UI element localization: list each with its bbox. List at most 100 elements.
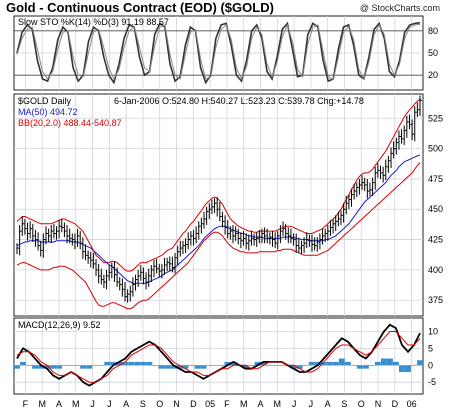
macd-hist-bar xyxy=(350,365,357,366)
macd-hist-bar xyxy=(14,365,20,369)
x-tick-label: M xyxy=(38,399,46,409)
macd-hist-bar xyxy=(320,361,327,366)
macd-hist-bar xyxy=(74,365,81,366)
macd-hist-bar xyxy=(164,365,171,369)
macd-hist-bar xyxy=(140,361,147,366)
price-title: $GOLD Daily xyxy=(18,96,72,106)
macd-hist-bar xyxy=(224,361,231,366)
sto-d-line xyxy=(16,23,421,81)
y-tick-label: 50 xyxy=(428,48,438,58)
x-tick-label: A xyxy=(123,399,129,409)
macd-hist-bar xyxy=(405,365,411,373)
macd-signal-line xyxy=(16,331,421,383)
x-tick-label: J xyxy=(107,399,112,409)
x-tick-label: 05 xyxy=(205,399,215,409)
macd-hist-bar xyxy=(158,365,165,369)
macd-hist-bar xyxy=(417,360,423,366)
bollinger-bands xyxy=(16,98,421,310)
y-tick-label: 500 xyxy=(428,144,443,154)
macd-hist-bar xyxy=(50,365,57,369)
macd-hist-bar xyxy=(272,365,279,366)
copyright-text: @ StockCharts.com xyxy=(359,3,440,13)
macd-hist-bar xyxy=(314,361,321,366)
macd-hist-bar xyxy=(254,361,261,366)
macd-hist-bar xyxy=(62,365,69,366)
sto-y-ticks: 20 50 80 xyxy=(428,26,438,80)
bollinger-legend: BB(20,2.0) 488.44-540.87 xyxy=(18,118,122,128)
macd-hist-bar xyxy=(56,365,63,369)
macd-hist-bar xyxy=(134,361,141,366)
macd-hist-bar xyxy=(206,365,213,366)
macd-hist-bar xyxy=(200,365,207,369)
y-tick-label: 450 xyxy=(428,204,443,214)
macd-hist-bar xyxy=(146,361,153,366)
x-tick-label: J xyxy=(90,399,95,409)
x-tick-label: M xyxy=(240,399,248,409)
macd-hist-bar xyxy=(278,365,285,366)
sto-panel: Slow STO %K(14) %D(3) 91.19 88.57 20 50 80 xyxy=(13,15,438,91)
macd-hist-bar xyxy=(38,365,45,369)
sto-title: Slow STO %K(14) %D(3) 91.19 88.57 xyxy=(18,17,169,27)
y-tick-label: 80 xyxy=(428,26,438,36)
macd-hist-bar xyxy=(116,361,123,366)
macd-hist-bar xyxy=(411,365,417,366)
macd-hist-bar xyxy=(80,365,87,369)
y-tick-label: 20 xyxy=(428,70,438,80)
macd-hist-bar xyxy=(26,365,32,366)
macd-hist-bar xyxy=(194,365,201,369)
bollinger-lower xyxy=(16,162,421,310)
y-tick-label: -5 xyxy=(428,377,436,387)
macd-hist-bar xyxy=(128,361,135,366)
macd-hist-bar xyxy=(344,361,351,366)
x-tick-label: N xyxy=(173,399,180,409)
macd-hist-bar xyxy=(368,365,375,366)
x-tick-label: J xyxy=(309,399,314,409)
macd-hist-bar xyxy=(170,365,177,369)
macd-hist-bar xyxy=(260,361,267,366)
x-tick-label: A xyxy=(56,399,62,409)
x-tick-label: F xyxy=(224,399,230,409)
x-tick-label: M xyxy=(72,399,80,409)
ma50-line xyxy=(16,154,421,284)
macd-hist-bar xyxy=(230,361,237,366)
price-info: 6-Jan-2006 O:524.80 H:540.27 L:523.23 C:… xyxy=(114,96,364,106)
ma50-legend: MA(50) 494.72 xyxy=(18,107,78,117)
macd-hist-bar xyxy=(392,361,399,366)
macd-panel: MACD(12,26,9) 9.52 -5 0 5 10 xyxy=(13,317,438,395)
macd-hist-bar xyxy=(92,365,99,366)
macd-hist-bar xyxy=(362,365,369,369)
x-tick-label: F xyxy=(23,399,29,409)
macd-hist-bar xyxy=(242,365,249,369)
y-tick-label: 525 xyxy=(428,113,443,123)
sto-k-line xyxy=(16,21,421,85)
y-tick-label: 375 xyxy=(428,295,443,305)
macd-hist-bar xyxy=(398,365,405,373)
macd-hist-bar xyxy=(98,365,105,366)
x-tick-label: D xyxy=(392,399,399,409)
ma50-polyline xyxy=(16,154,421,284)
macd-hist-bar xyxy=(218,365,225,366)
price-bars xyxy=(16,95,422,303)
x-tick-label: D xyxy=(190,399,197,409)
macd-histogram xyxy=(14,358,423,373)
macd-lines xyxy=(16,323,421,387)
macd-hist-bar xyxy=(338,358,345,366)
macd-hist-bar xyxy=(32,365,39,369)
macd-hist-bar xyxy=(266,365,273,366)
macd-hist-bar xyxy=(110,361,117,366)
x-tick-label: A xyxy=(325,399,331,409)
macd-hist-bar xyxy=(176,365,183,369)
macd-hist-bar xyxy=(248,365,255,366)
y-tick-label: 0 xyxy=(428,360,433,370)
x-tick-label: O xyxy=(156,399,163,409)
macd-hist-bar xyxy=(182,365,189,369)
macd-hist-bar xyxy=(326,361,333,366)
chart-title: Gold - Continuous Contract (EOD) ($GOLD) xyxy=(6,0,274,15)
macd-hist-bar xyxy=(20,361,26,366)
x-tick-label: J xyxy=(292,399,297,409)
macd-hist-bar xyxy=(380,358,387,366)
x-tick-label: O xyxy=(358,399,365,409)
macd-hist-bar xyxy=(296,365,303,369)
macd-hist-bar xyxy=(212,365,219,366)
